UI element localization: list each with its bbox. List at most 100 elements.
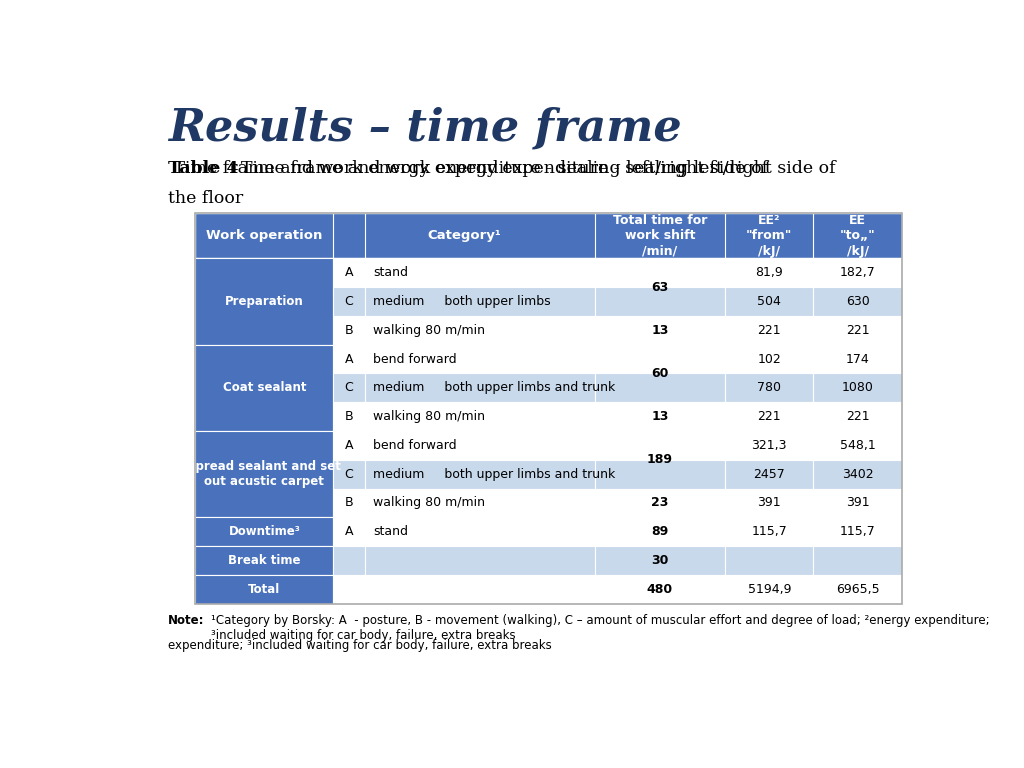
Bar: [333, 258, 365, 287]
Bar: [196, 546, 333, 575]
Bar: [595, 258, 725, 316]
Bar: [333, 373, 365, 402]
Bar: [365, 316, 595, 345]
Bar: [813, 373, 902, 402]
Text: Total: Total: [248, 583, 281, 596]
Bar: [595, 431, 725, 488]
Text: 480: 480: [647, 583, 673, 596]
Text: B: B: [345, 324, 353, 336]
Text: 2457: 2457: [754, 468, 785, 481]
Bar: [813, 287, 902, 316]
Bar: [813, 402, 902, 431]
Text: 504: 504: [758, 295, 781, 308]
Text: 63: 63: [651, 280, 669, 293]
Text: Downtime³: Downtime³: [228, 525, 300, 538]
Text: 630: 630: [846, 295, 869, 308]
Text: bend forward: bend forward: [373, 353, 457, 366]
Bar: [595, 373, 725, 402]
Bar: [725, 546, 813, 575]
Bar: [725, 431, 813, 460]
Bar: [725, 258, 813, 287]
Text: A: A: [345, 266, 353, 279]
Text: expenditure; ³included waiting for car body, failure, extra breaks: expenditure; ³included waiting for car b…: [168, 638, 552, 651]
Text: A: A: [345, 439, 353, 452]
Text: 13: 13: [651, 410, 669, 423]
Text: EE²
"from"
/kJ/: EE² "from" /kJ/: [746, 214, 793, 258]
Text: medium     both upper limbs and trunk: medium both upper limbs and trunk: [373, 381, 615, 394]
Bar: [365, 431, 595, 460]
Text: 391: 391: [758, 496, 781, 509]
Bar: [365, 518, 595, 546]
Bar: [365, 373, 595, 402]
Bar: [725, 373, 813, 402]
Bar: [813, 488, 902, 518]
Bar: [365, 546, 595, 575]
Text: 102: 102: [758, 353, 781, 366]
Text: 3402: 3402: [842, 468, 873, 481]
Text: 174: 174: [846, 353, 869, 366]
Bar: [196, 518, 333, 546]
Text: A: A: [345, 353, 353, 366]
Bar: [725, 575, 813, 604]
Bar: [813, 546, 902, 575]
Text: 115,7: 115,7: [752, 525, 787, 538]
Text: walking 80 m/min: walking 80 m/min: [373, 496, 485, 509]
Bar: [333, 546, 365, 575]
Text: 89: 89: [651, 525, 669, 538]
Text: 30: 30: [651, 554, 669, 567]
Bar: [595, 546, 725, 575]
Text: walking 80 m/min: walking 80 m/min: [373, 324, 485, 336]
Text: stand: stand: [373, 266, 408, 279]
Text: 115,7: 115,7: [840, 525, 876, 538]
Bar: [813, 460, 902, 488]
Text: 321,3: 321,3: [752, 439, 787, 452]
Bar: [333, 345, 365, 373]
Text: 1080: 1080: [842, 381, 873, 394]
Text: ¹Category by Borsky: A  - posture, B - movement (walking), C – amount of muscula: ¹Category by Borsky: A - posture, B - mo…: [211, 614, 990, 642]
Text: EE
"to„"
/kJ/: EE "to„" /kJ/: [840, 214, 876, 258]
Bar: [196, 431, 333, 518]
Text: Break time: Break time: [228, 554, 301, 567]
Text: 189: 189: [647, 453, 673, 466]
Text: stand: stand: [373, 525, 408, 538]
Bar: [595, 518, 725, 546]
Text: medium     both upper limbs and trunk: medium both upper limbs and trunk: [373, 468, 615, 481]
Text: 13: 13: [651, 324, 669, 336]
Text: medium     both upper limbs: medium both upper limbs: [373, 295, 551, 308]
Text: 81,9: 81,9: [756, 266, 783, 279]
Bar: [595, 287, 725, 316]
Bar: [196, 575, 333, 604]
Text: 221: 221: [758, 410, 781, 423]
Text: A: A: [345, 525, 353, 538]
Bar: [595, 460, 725, 488]
Bar: [595, 402, 725, 431]
Text: C: C: [345, 381, 353, 394]
Text: Preparation: Preparation: [225, 295, 304, 308]
Bar: [333, 488, 365, 518]
Text: Results – time frame: Results – time frame: [168, 107, 681, 150]
Bar: [333, 316, 365, 345]
Text: B: B: [345, 410, 353, 423]
Bar: [813, 575, 902, 604]
Bar: [813, 431, 902, 460]
Bar: [813, 345, 902, 373]
Text: C: C: [345, 468, 353, 481]
Bar: [333, 287, 365, 316]
Text: 182,7: 182,7: [840, 266, 876, 279]
Bar: [333, 575, 365, 604]
Bar: [333, 460, 365, 488]
Text: 60: 60: [651, 367, 669, 380]
Text: 221: 221: [758, 324, 781, 336]
Bar: [813, 258, 902, 287]
Bar: [196, 345, 333, 431]
Bar: [333, 402, 365, 431]
Bar: [725, 460, 813, 488]
Text: 548,1: 548,1: [840, 439, 876, 452]
Text: the floor: the floor: [168, 190, 243, 207]
Text: 221: 221: [846, 410, 869, 423]
Bar: [365, 345, 595, 373]
Text: 5194,9: 5194,9: [748, 583, 792, 596]
Text: Time frame and work energy expenditure - sealing left/right side of: Time frame and work energy expenditure -…: [168, 161, 768, 177]
Bar: [365, 575, 595, 604]
Text: Work operation: Work operation: [206, 230, 323, 243]
